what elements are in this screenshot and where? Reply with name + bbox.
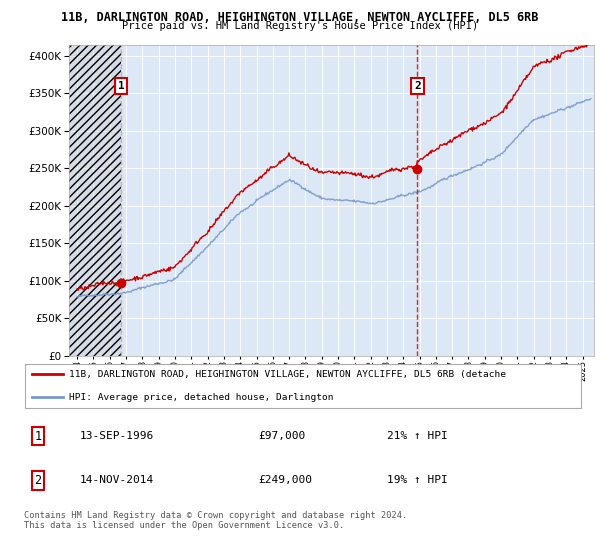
Text: 2: 2 — [414, 81, 421, 91]
Text: 21% ↑ HPI: 21% ↑ HPI — [387, 431, 448, 441]
Text: 1: 1 — [118, 81, 125, 91]
Text: 19% ↑ HPI: 19% ↑ HPI — [387, 475, 448, 486]
Text: Contains HM Land Registry data © Crown copyright and database right 2024.
This d: Contains HM Land Registry data © Crown c… — [24, 511, 407, 530]
Text: £249,000: £249,000 — [259, 475, 313, 486]
Bar — [69, 45, 121, 356]
Text: 13-SEP-1996: 13-SEP-1996 — [80, 431, 154, 441]
FancyBboxPatch shape — [25, 364, 581, 408]
Text: 1: 1 — [34, 430, 41, 443]
Text: 14-NOV-2014: 14-NOV-2014 — [80, 475, 154, 486]
Text: 2: 2 — [34, 474, 41, 487]
Text: £97,000: £97,000 — [259, 431, 305, 441]
Text: 11B, DARLINGTON ROAD, HEIGHINGTON VILLAGE, NEWTON AYCLIFFE, DL5 6RB: 11B, DARLINGTON ROAD, HEIGHINGTON VILLAG… — [61, 11, 539, 24]
Text: 11B, DARLINGTON ROAD, HEIGHINGTON VILLAGE, NEWTON AYCLIFFE, DL5 6RB (detache: 11B, DARLINGTON ROAD, HEIGHINGTON VILLAG… — [68, 370, 506, 379]
Text: HPI: Average price, detached house, Darlington: HPI: Average price, detached house, Darl… — [68, 393, 333, 402]
Text: Price paid vs. HM Land Registry's House Price Index (HPI): Price paid vs. HM Land Registry's House … — [122, 21, 478, 31]
